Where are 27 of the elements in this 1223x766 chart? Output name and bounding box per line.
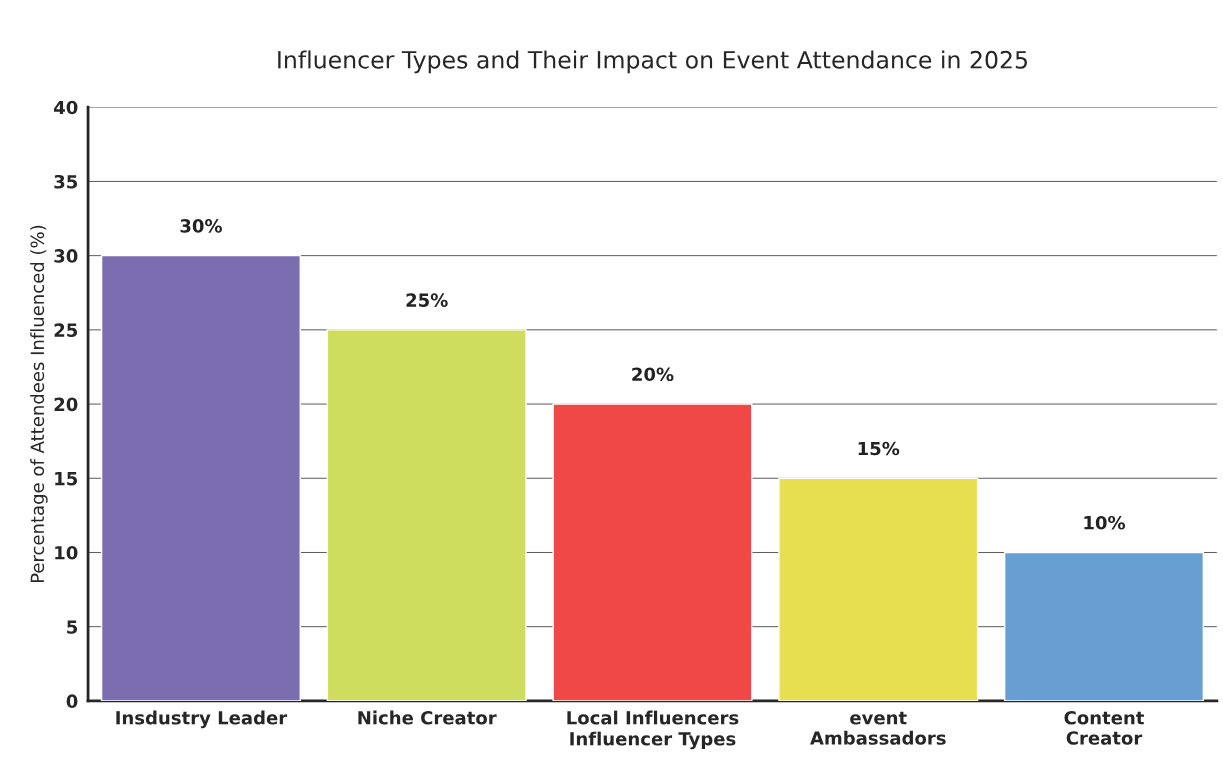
bar	[778, 477, 979, 701]
x-tick-label: Niche Creator	[358, 710, 497, 725]
bar	[1003, 551, 1205, 701]
y-tick-label: 5	[67, 620, 78, 634]
chart-title: Influencer Types and Their Impact on Event Attendance in 2025	[278, 50, 1027, 74]
y-tick-label: 15	[55, 471, 78, 486]
x-tick-label: Insdustry Leader	[116, 710, 288, 729]
y-tick-label: 0	[66, 694, 78, 709]
y-axis-title: Percentage of Attendees Influenced (%)	[30, 225, 48, 583]
x-axis-title: Influencer Types	[570, 731, 736, 750]
data-label: 15%	[858, 441, 900, 456]
y-tick-label: 25	[54, 323, 78, 337]
bar	[326, 329, 527, 701]
bar	[100, 254, 301, 701]
x-tick-label: Content Creator	[1064, 710, 1145, 745]
data-label: 10%	[1084, 515, 1126, 530]
data-label: 25%	[406, 293, 448, 307]
y-tick-label: 10	[55, 545, 78, 560]
y-tick-label: 40	[54, 100, 78, 115]
data-label: 20%	[632, 367, 674, 382]
y-tick-label: 30	[54, 249, 78, 263]
y-tick-label: 35	[54, 174, 78, 189]
x-tick-label: event Ambassadors	[810, 711, 946, 745]
x-tick-label: Local Influencers	[567, 710, 739, 725]
y-tick-label: 20	[54, 397, 78, 412]
data-label: 30%	[180, 219, 222, 233]
bar	[552, 403, 753, 701]
